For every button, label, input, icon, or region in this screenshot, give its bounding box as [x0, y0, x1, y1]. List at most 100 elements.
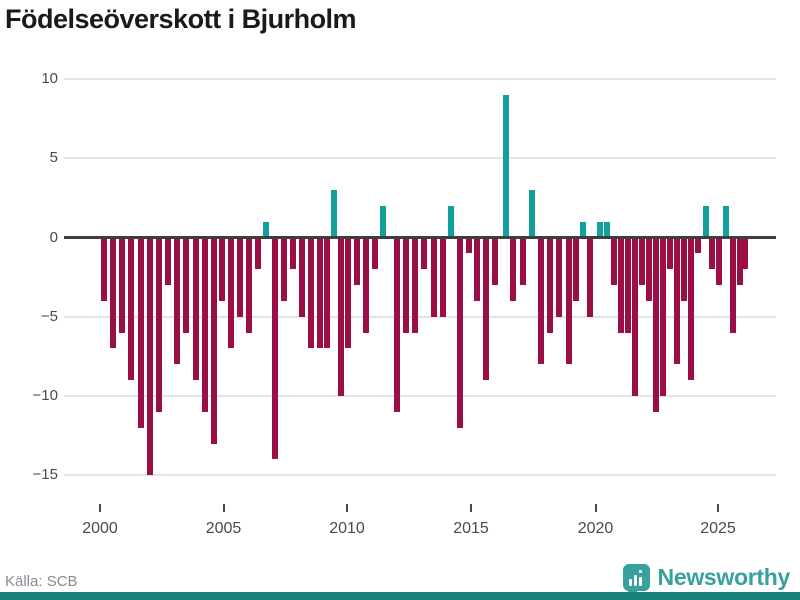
- positive-bar: [263, 221, 269, 238]
- negative-bar: [631, 237, 638, 396]
- negative-bar: [100, 237, 107, 301]
- negative-bar: [617, 237, 624, 333]
- logo-exclamation-dot-icon: [638, 569, 642, 573]
- x-axis-tick: [99, 504, 101, 512]
- negative-bar: [645, 237, 652, 301]
- negative-bar: [730, 237, 736, 333]
- y-axis-label: −10: [32, 387, 58, 404]
- negative-bar: [354, 237, 360, 286]
- gridline: [64, 157, 776, 160]
- negative-bar: [624, 237, 631, 333]
- positive-bar: [603, 221, 610, 238]
- negative-bar: [211, 237, 217, 444]
- negative-bar: [565, 237, 572, 365]
- positive-bar: [503, 94, 510, 238]
- logo-bar-tall-icon: [638, 576, 642, 586]
- negative-bar: [338, 237, 344, 396]
- logo-bar-medium-icon: [633, 574, 637, 586]
- x-axis-label: 2015: [453, 520, 489, 537]
- x-axis-tick: [717, 504, 719, 512]
- y-axis-label: 0: [49, 228, 58, 246]
- negative-bar: [289, 237, 296, 270]
- negative-bar: [316, 237, 323, 349]
- footer-bar: [0, 592, 800, 600]
- positive-bar: [723, 205, 729, 238]
- negative-bar: [474, 237, 481, 301]
- y-axis-label: 5: [49, 149, 58, 167]
- negative-bar: [183, 237, 190, 333]
- negative-bar: [652, 237, 659, 412]
- positive-bar: [330, 189, 337, 238]
- x-axis-label: 2010: [329, 520, 365, 537]
- negative-bar: [510, 237, 517, 301]
- negative-bar: [119, 237, 125, 333]
- y-axis-label: 10: [41, 70, 58, 87]
- negative-bar: [439, 237, 446, 317]
- positive-bar: [380, 205, 387, 238]
- zero-axis-line: [64, 236, 776, 239]
- positive-bar: [528, 189, 535, 238]
- negative-bar: [547, 237, 554, 333]
- negative-bar: [298, 237, 305, 317]
- plot-area: 10 5 0 −5 −10 −15 2000 2005 2010 2015 2020 2025: [32, 70, 776, 537]
- x-axis-label: 2025: [700, 520, 736, 537]
- negative-bar: [174, 237, 181, 365]
- y-axis-label: −15: [32, 466, 58, 484]
- negative-bar: [236, 237, 243, 317]
- gridline: [64, 474, 776, 477]
- source-label: Källa: SCB: [5, 573, 78, 590]
- negative-bar: [344, 237, 351, 349]
- negative-bar: [466, 237, 472, 254]
- negative-bar: [737, 237, 743, 286]
- negative-bar: [573, 237, 579, 301]
- negative-bar: [363, 237, 370, 333]
- negative-bar: [109, 237, 116, 349]
- logo-bar-small-icon: [628, 578, 632, 586]
- positive-bar: [448, 205, 454, 238]
- negative-bar: [137, 237, 144, 428]
- chart-title: Födelseöverskott i Bjurholm: [5, 4, 357, 34]
- negative-bar: [587, 237, 593, 317]
- negative-bar: [394, 237, 401, 412]
- negative-bar: [456, 237, 463, 428]
- gridline: [64, 395, 776, 397]
- gridline: [64, 78, 776, 80]
- negative-bar: [201, 237, 208, 412]
- x-axis-label: 2005: [205, 520, 242, 537]
- negative-bar: [218, 237, 225, 301]
- negative-bar: [638, 237, 645, 286]
- negative-bar: [694, 237, 701, 254]
- positive-bar: [579, 221, 586, 238]
- x-axis-tick: [594, 504, 597, 512]
- x-axis-label: 2000: [82, 520, 118, 537]
- negative-bar: [659, 237, 666, 396]
- negative-bar: [323, 237, 330, 349]
- negative-bar: [483, 237, 490, 381]
- y-axis-label: −5: [40, 307, 58, 325]
- newsworthy-logo: Newsworthy: [622, 560, 791, 599]
- negative-bar: [742, 237, 748, 270]
- negative-bar: [307, 237, 314, 349]
- negative-bar: [716, 237, 722, 286]
- negative-bar: [430, 237, 437, 317]
- positive-bar: [702, 205, 709, 238]
- brand-wordmark: Newsworthy: [657, 563, 791, 590]
- negative-bar: [421, 237, 428, 270]
- x-axis-tick: [470, 504, 472, 512]
- negative-bar: [666, 237, 673, 270]
- negative-bar: [492, 237, 499, 286]
- x-axis-tick: [346, 504, 348, 512]
- negative-bar: [245, 237, 252, 333]
- negative-bar: [165, 237, 171, 286]
- negative-bar: [254, 237, 261, 270]
- negative-bar: [556, 237, 563, 317]
- newsworthy-badge-icon: [622, 563, 650, 599]
- x-axis-tick: [222, 504, 225, 512]
- negative-bar: [687, 237, 694, 381]
- negative-bar: [192, 237, 199, 381]
- negative-bar: [403, 237, 410, 333]
- negative-bar: [610, 237, 617, 286]
- negative-bar: [680, 237, 687, 301]
- negative-bar: [538, 237, 544, 365]
